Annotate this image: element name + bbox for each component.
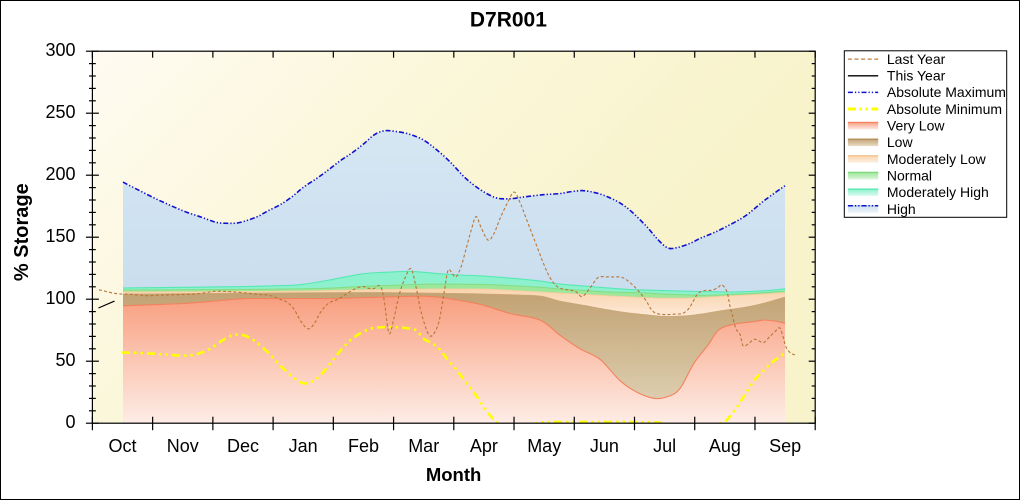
svg-text:Mar: Mar	[408, 436, 439, 456]
svg-text:% Storage: % Storage	[11, 183, 33, 281]
svg-text:May: May	[527, 436, 561, 456]
svg-text:Aug: Aug	[709, 436, 741, 456]
svg-text:Jul: Jul	[653, 436, 676, 456]
svg-text:Oct: Oct	[108, 436, 136, 456]
svg-text:Jun: Jun	[590, 436, 619, 456]
svg-text:Moderately High: Moderately High	[887, 184, 989, 200]
svg-text:Absolute Minimum: Absolute Minimum	[887, 101, 1002, 117]
svg-text:150: 150	[45, 226, 75, 246]
svg-text:Very Low: Very Low	[887, 118, 945, 134]
svg-text:Absolute Maximum: Absolute Maximum	[887, 84, 1006, 100]
svg-text:Feb: Feb	[348, 436, 379, 456]
svg-text:Dec: Dec	[227, 436, 259, 456]
svg-text:This Year: This Year	[887, 68, 946, 84]
svg-text:Month: Month	[426, 464, 481, 485]
svg-text:Low: Low	[887, 134, 914, 150]
svg-text:300: 300	[45, 40, 75, 60]
svg-text:Sep: Sep	[769, 436, 801, 456]
svg-text:High: High	[887, 201, 916, 217]
svg-text:Apr: Apr	[470, 436, 498, 456]
svg-text:200: 200	[45, 164, 75, 184]
svg-text:250: 250	[45, 102, 75, 122]
svg-text:50: 50	[55, 350, 75, 370]
svg-text:Normal: Normal	[887, 167, 932, 183]
svg-text:100: 100	[45, 288, 75, 308]
svg-text:Last Year: Last Year	[887, 51, 946, 67]
svg-text:Nov: Nov	[167, 436, 199, 456]
svg-text:Jan: Jan	[289, 436, 318, 456]
svg-text:0: 0	[65, 412, 75, 432]
svg-text:Moderately Low: Moderately Low	[887, 151, 987, 167]
svg-text:D7R001: D7R001	[470, 9, 547, 32]
